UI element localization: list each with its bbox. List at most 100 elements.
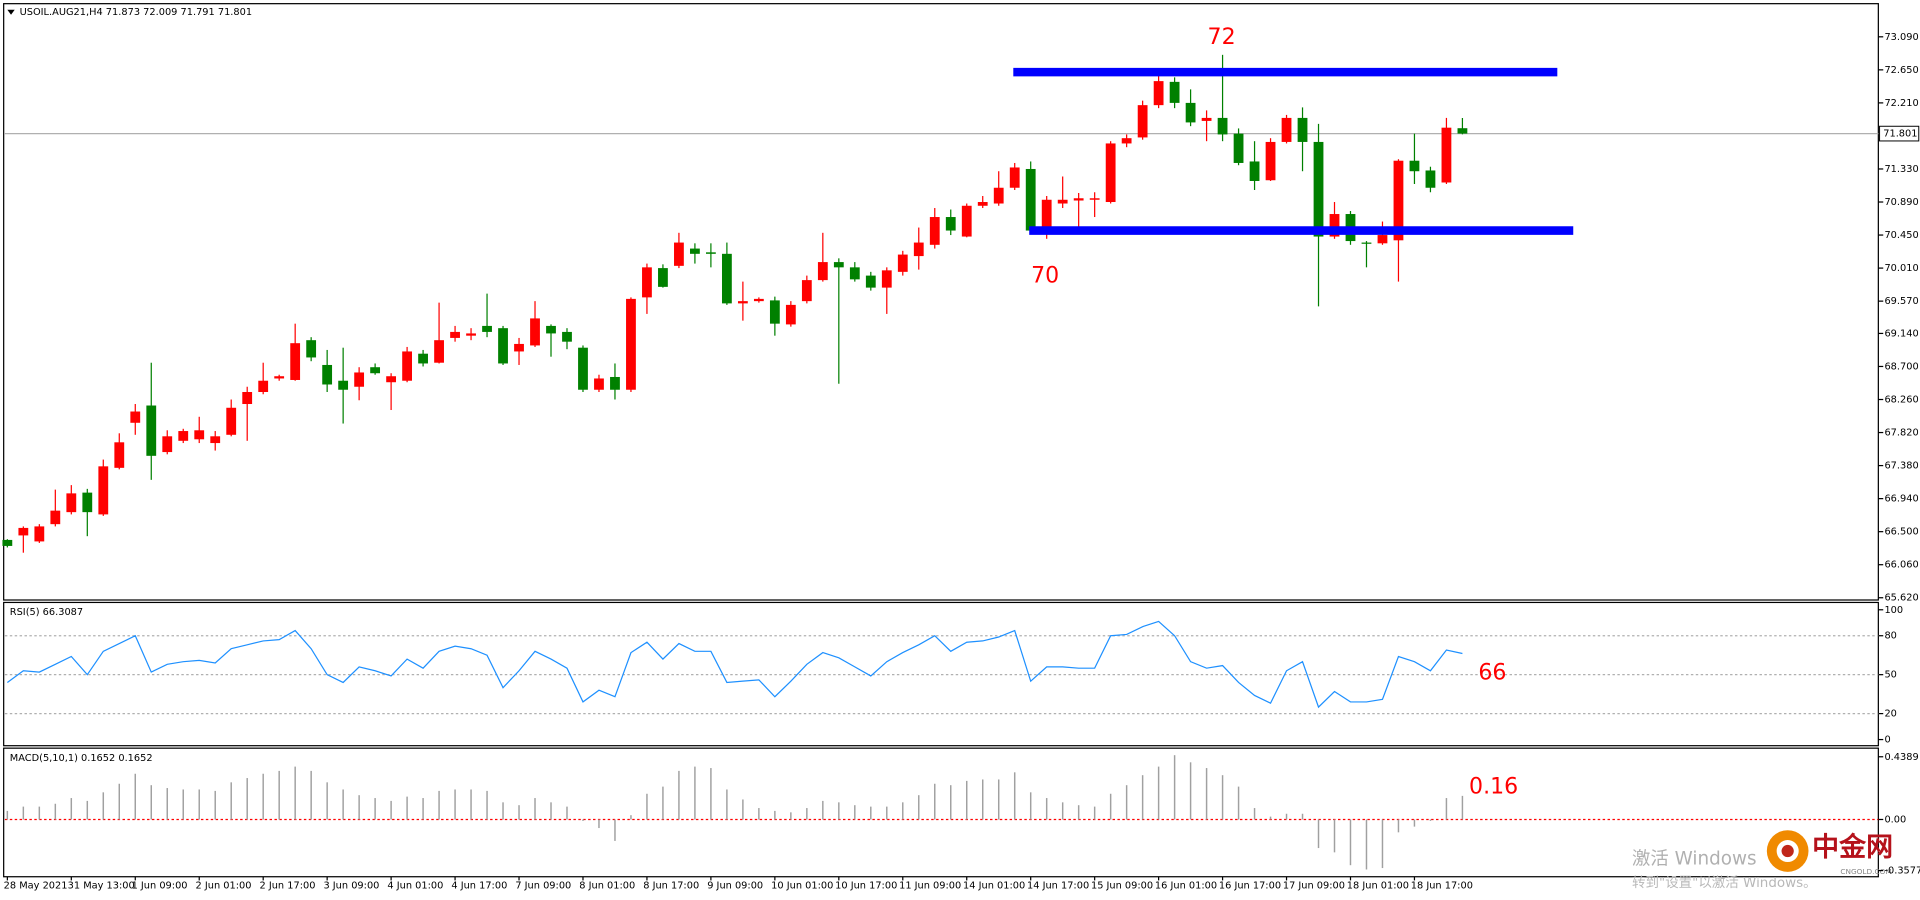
- x-tick-label: 18 Jun 01:00: [1347, 880, 1409, 891]
- candle-body: [162, 436, 173, 453]
- candle-body: [1377, 235, 1388, 244]
- candle-body: [434, 340, 444, 363]
- candle-body: [753, 298, 764, 302]
- candle-body: [386, 376, 397, 383]
- x-tick-label: 10 Jun 01:00: [771, 880, 833, 891]
- candle-body: [2, 539, 13, 546]
- candle-body: [1057, 199, 1068, 204]
- current-price-label: 71.801: [1883, 129, 1917, 140]
- y-tick-label: 73.090: [1884, 32, 1918, 43]
- candle-body: [306, 340, 317, 358]
- candle-body: [721, 253, 732, 304]
- candle-body: [945, 217, 956, 231]
- x-tick-label: 9 Jun 09:00: [707, 880, 763, 891]
- candle-body: [18, 527, 29, 536]
- candle-body: [833, 262, 844, 268]
- macd-panel-frame: [3, 747, 1879, 878]
- candle-body: [1009, 167, 1020, 188]
- candle-body: [1089, 198, 1100, 200]
- candle-body: [1249, 161, 1260, 181]
- candle-body: [418, 353, 428, 364]
- y-tick-label: 67.380: [1884, 461, 1918, 472]
- candle-body: [993, 187, 1004, 204]
- x-tick-label: 1 Jun 09:00: [132, 880, 188, 891]
- candle-body: [897, 254, 908, 272]
- candle-body: [610, 376, 620, 390]
- candle-body: [290, 343, 301, 380]
- price-panel-frame: [3, 3, 1879, 601]
- candle-body: [1153, 81, 1164, 106]
- candle-body: [482, 325, 492, 332]
- y-tick-label: 80: [1884, 631, 1896, 642]
- candle-body: [961, 205, 972, 237]
- logo-text: 中金网: [1812, 831, 1893, 863]
- candle-body: [370, 367, 381, 374]
- candle-body: [881, 270, 892, 288]
- x-tick-label: 18 Jun 17:00: [1411, 880, 1473, 891]
- watermark-line2: 转到"设置"以激活 Windows。: [1632, 875, 1817, 891]
- rsi-line: [6, 620, 1463, 709]
- candle-body: [817, 262, 828, 281]
- y-tick-label: 20: [1884, 709, 1896, 720]
- y-tick-label: 69.140: [1884, 328, 1918, 339]
- candle-body: [642, 267, 652, 298]
- y-tick-label: 0.00: [1884, 814, 1906, 825]
- candle-body: [1457, 128, 1468, 134]
- y-tick-label: 67.820: [1884, 428, 1918, 439]
- y-tick-label: 65.620: [1884, 593, 1918, 604]
- candle-body: [1169, 81, 1180, 103]
- watermark-line1: 激活 Windows: [1632, 849, 1757, 870]
- candle-body: [1329, 214, 1340, 237]
- candle-body: [1313, 141, 1324, 237]
- candle-body: [498, 328, 508, 364]
- candle-body: [274, 376, 285, 379]
- candle-body: [1201, 117, 1212, 121]
- candle-body: [865, 275, 876, 288]
- candle-body: [1233, 133, 1244, 163]
- candle-body: [977, 202, 988, 206]
- candle-body: [594, 378, 604, 390]
- y-tick-label: 68.260: [1884, 395, 1918, 406]
- candle-body: [354, 372, 365, 387]
- y-tick-label: 66.500: [1884, 527, 1918, 538]
- y-tick-label: 68.700: [1884, 361, 1918, 372]
- x-tick-label: 4 Jun 01:00: [387, 880, 443, 891]
- annotation: 0.16: [1469, 774, 1518, 799]
- candle-body: [1297, 117, 1308, 142]
- candle-body: [130, 411, 141, 423]
- rsi-title: RSI(5) 66.3087: [10, 607, 83, 618]
- menu-arrow: [7, 9, 15, 15]
- x-tick-label: 8 Jun 17:00: [643, 880, 699, 891]
- candle-body: [226, 407, 237, 435]
- candle-body: [674, 242, 684, 266]
- y-tick-label: 66.940: [1884, 494, 1918, 505]
- y-tick-label: 70.010: [1884, 263, 1918, 274]
- candle-body: [1425, 170, 1436, 188]
- candle-body: [929, 217, 940, 245]
- candle-body: [1041, 199, 1052, 232]
- annotation: 72: [1208, 25, 1236, 50]
- candle-body: [737, 301, 748, 304]
- candle-body: [114, 442, 125, 468]
- candle-body: [98, 466, 109, 515]
- y-tick-label: 100: [1884, 605, 1903, 616]
- logo-dot: [1781, 844, 1794, 858]
- candle-body: [626, 298, 636, 390]
- candle-body: [82, 492, 93, 513]
- y-tick-label: 0.4389: [1884, 752, 1918, 763]
- y-tick-label: 71.330: [1884, 164, 1918, 175]
- candle-body: [514, 343, 524, 352]
- macd-title: MACD(5,10,1) 0.1652 0.1652: [10, 753, 153, 764]
- y-tick-label: 66.060: [1884, 560, 1918, 571]
- y-tick-label: 50: [1884, 670, 1896, 681]
- y-tick-label: 69.570: [1884, 296, 1918, 307]
- candle-body: [34, 526, 45, 542]
- candle-body: [178, 431, 189, 441]
- candle-body: [546, 325, 556, 334]
- candle-body: [450, 331, 460, 338]
- candle-body: [1217, 117, 1228, 135]
- x-tick-label: 4 Jun 17:00: [451, 880, 507, 891]
